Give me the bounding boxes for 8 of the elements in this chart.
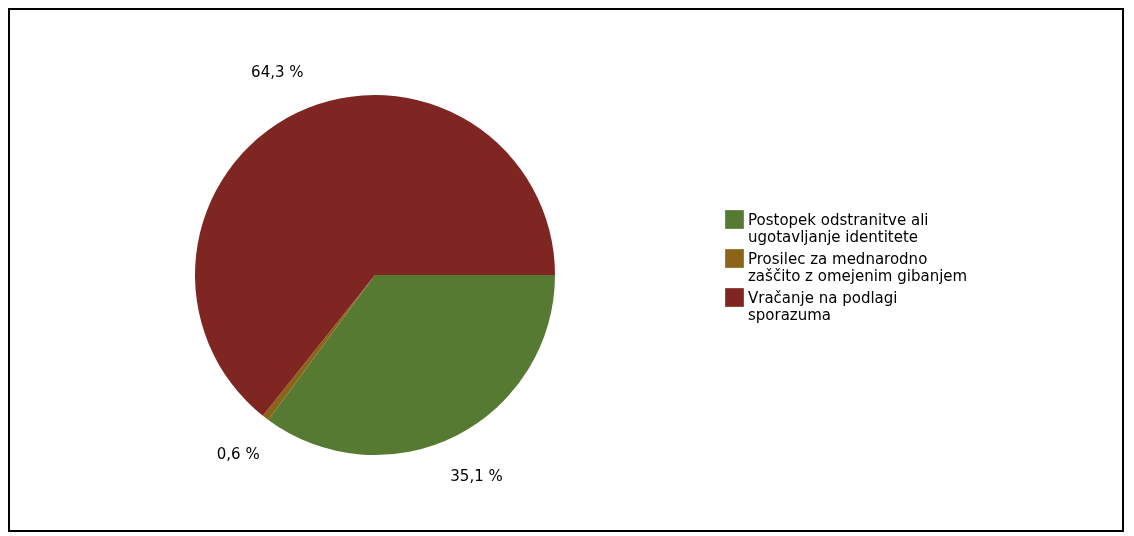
data-label: 0,6 % (216, 444, 260, 463)
legend-label: Prosilec za mednarodno zaščito z omejenim gibanjem (748, 249, 968, 285)
data-label: 64,3 % (251, 63, 304, 82)
pie-slice (268, 275, 555, 455)
data-label: 35,1 % (450, 466, 503, 485)
pie-slice (195, 95, 555, 416)
legend-label: Postopek odstranitve ali ugotavljanje identitete (748, 210, 929, 246)
legend-label: Vračanje na podlagi sporazuma (748, 288, 898, 324)
